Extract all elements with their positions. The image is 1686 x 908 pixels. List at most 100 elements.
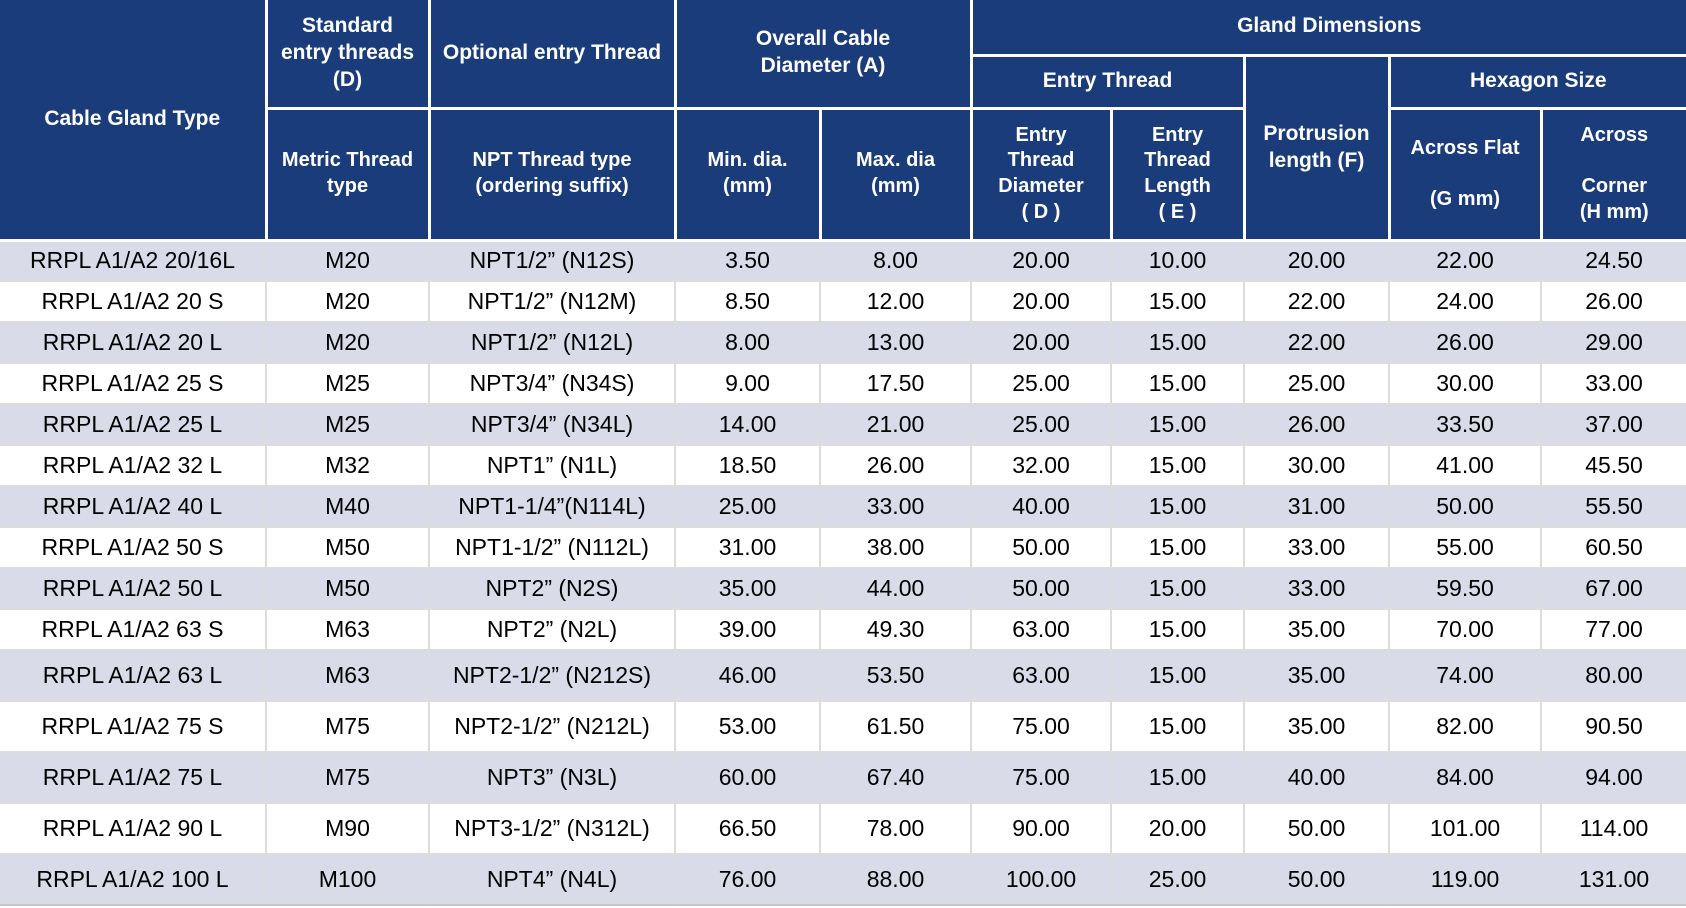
cell-gland-type: RRPL A1/A2 40 L — [0, 485, 267, 528]
cell-value: 15.00 — [1110, 608, 1246, 651]
cell-value: 24.00 — [1388, 280, 1543, 323]
cell-gland-type: RRPL A1/A2 50 L — [0, 567, 267, 610]
cell-value: 22.00 — [1243, 280, 1391, 323]
cell-value: 20.00 — [970, 321, 1113, 364]
header-entry-thread: Entry Thread — [971, 53, 1246, 110]
cell-value: 66.50 — [674, 802, 821, 855]
table-row: RRPL A1/A2 20 S M20 NPT1/2” (N12M) 8.50 12.0… — [0, 280, 1686, 323]
cell-value: 32.00 — [970, 444, 1113, 487]
cell-value: 76.00 — [674, 853, 821, 906]
cell-value: 101.00 — [1388, 802, 1543, 855]
header-npt-thread-type: NPT Thread type (ordering suffix) — [427, 106, 677, 242]
cell-value: 25.00 — [1110, 853, 1246, 906]
cell-value: M50 — [265, 526, 430, 569]
cell-value: 41.00 — [1388, 444, 1543, 487]
cell-value: 20.00 — [970, 280, 1113, 323]
cell-value: M100 — [265, 853, 430, 906]
cell-value: 55.50 — [1540, 485, 1686, 528]
cell-value: 17.50 — [818, 362, 973, 405]
cell-value: 61.50 — [818, 700, 973, 753]
cell-value: M20 — [265, 280, 430, 323]
cell-gland-type: RRPL A1/A2 20 S — [0, 280, 267, 323]
cell-value: 74.00 — [1388, 649, 1543, 702]
table-row: RRPL A1/A2 20/16L M20 NPT1/2” (N12S) 3.50 8.… — [0, 239, 1686, 282]
cell-value: 63.00 — [970, 649, 1113, 702]
cell-value: 90.00 — [970, 802, 1113, 855]
cell-value: 3.50 — [674, 239, 821, 282]
cell-value: 114.00 — [1540, 802, 1686, 855]
cell-value: 21.00 — [818, 403, 973, 446]
cell-value: 75.00 — [970, 751, 1113, 804]
cell-value: 49.30 — [818, 608, 973, 651]
cell-value: 119.00 — [1388, 853, 1543, 906]
cell-value: 25.00 — [674, 485, 821, 528]
table-row: RRPL A1/A2 75 L M75 NPT3” (N3L) 60.00 67.40 7… — [0, 751, 1686, 804]
cell-value: 44.00 — [818, 567, 973, 610]
cell-value: 88.00 — [818, 853, 973, 906]
cell-value: 39.00 — [674, 608, 821, 651]
cell-value: 37.00 — [1540, 403, 1686, 446]
cell-value: 26.00 — [1388, 321, 1543, 364]
cell-gland-type: RRPL A1/A2 63 S — [0, 608, 267, 651]
header-protrusion-length: Protrusion length (F) — [1242, 53, 1391, 242]
cell-value: 8.00 — [674, 321, 821, 364]
cell-value: 50.00 — [970, 526, 1113, 569]
cell-value: 30.00 — [1243, 444, 1391, 487]
cell-value: 15.00 — [1110, 362, 1246, 405]
cell-value: 100.00 — [970, 853, 1113, 906]
cell-value: NPT3/4” (N34S) — [428, 362, 676, 405]
cell-value: 29.00 — [1540, 321, 1686, 364]
cell-value: M25 — [265, 362, 430, 405]
cell-value: 38.00 — [818, 526, 973, 569]
cell-value: 50.00 — [1243, 853, 1391, 906]
cell-value: 70.00 — [1388, 608, 1543, 651]
table-row: RRPL A1/A2 75 S M75 NPT2-1/2” (N212L) 53.00… — [0, 700, 1686, 753]
table-row: RRPL A1/A2 25 L M25 NPT3/4” (N34L) 14.00 21.… — [0, 403, 1686, 446]
cell-value: 20.00 — [970, 239, 1113, 282]
cell-value: 60.50 — [1540, 526, 1686, 569]
cell-value: 46.00 — [674, 649, 821, 702]
table-header: Cable Gland Type Standard entry threads … — [0, 0, 1686, 242]
cell-gland-type: RRPL A1/A2 20/16L — [0, 239, 267, 282]
cell-value: 33.00 — [1243, 526, 1391, 569]
cell-value: 80.00 — [1540, 649, 1686, 702]
cell-value: NPT2” (N2L) — [428, 608, 676, 651]
cell-value: 40.00 — [1243, 751, 1391, 804]
cell-value: 77.00 — [1540, 608, 1686, 651]
cell-value: 26.00 — [1540, 280, 1686, 323]
cell-value: NPT3-1/2” (N312L) — [428, 802, 676, 855]
cell-value: M63 — [265, 649, 430, 702]
cell-value: NPT1/2” (N12L) — [428, 321, 676, 364]
header-metric-thread-type: Metric Thread type — [266, 106, 431, 242]
cell-value: 50.00 — [1243, 802, 1391, 855]
table-row: RRPL A1/A2 63 L M63 NPT2-1/2” (N212S) 46.00… — [0, 649, 1686, 702]
cell-value: 90.50 — [1540, 700, 1686, 753]
table-row: RRPL A1/A2 50 S M50 NPT1-1/2” (N112L) 31.00… — [0, 526, 1686, 569]
cell-value: M50 — [265, 567, 430, 610]
cell-value: 13.00 — [818, 321, 973, 364]
cell-gland-type: RRPL A1/A2 25 S — [0, 362, 267, 405]
cell-value: 35.00 — [1243, 608, 1391, 651]
cell-value: 40.00 — [970, 485, 1113, 528]
cell-value: 15.00 — [1110, 700, 1246, 753]
header-across-flat: Across Flat (G mm) — [1387, 106, 1543, 242]
cell-value: 63.00 — [970, 608, 1113, 651]
header-max-dia: Max. dia (mm) — [818, 106, 973, 242]
cell-value: NPT1/2” (N12S) — [428, 239, 676, 282]
cell-value: 35.00 — [674, 567, 821, 610]
cell-value: 59.50 — [1388, 567, 1543, 610]
cell-value: 50.00 — [970, 567, 1113, 610]
cell-value: 53.50 — [818, 649, 973, 702]
cell-value: 50.00 — [1388, 485, 1543, 528]
cell-value: M20 — [265, 321, 430, 364]
cell-value: 20.00 — [1243, 239, 1391, 282]
cell-value: 33.00 — [1540, 362, 1686, 405]
cell-value: M25 — [265, 403, 430, 446]
cell-value: NPT3” (N3L) — [428, 751, 676, 804]
cell-value: 15.00 — [1110, 649, 1246, 702]
cell-value: 67.40 — [818, 751, 973, 804]
cell-gland-type: RRPL A1/A2 63 L — [0, 649, 267, 702]
cell-value: 24.50 — [1540, 239, 1686, 282]
cell-gland-type: RRPL A1/A2 90 L — [0, 802, 267, 855]
